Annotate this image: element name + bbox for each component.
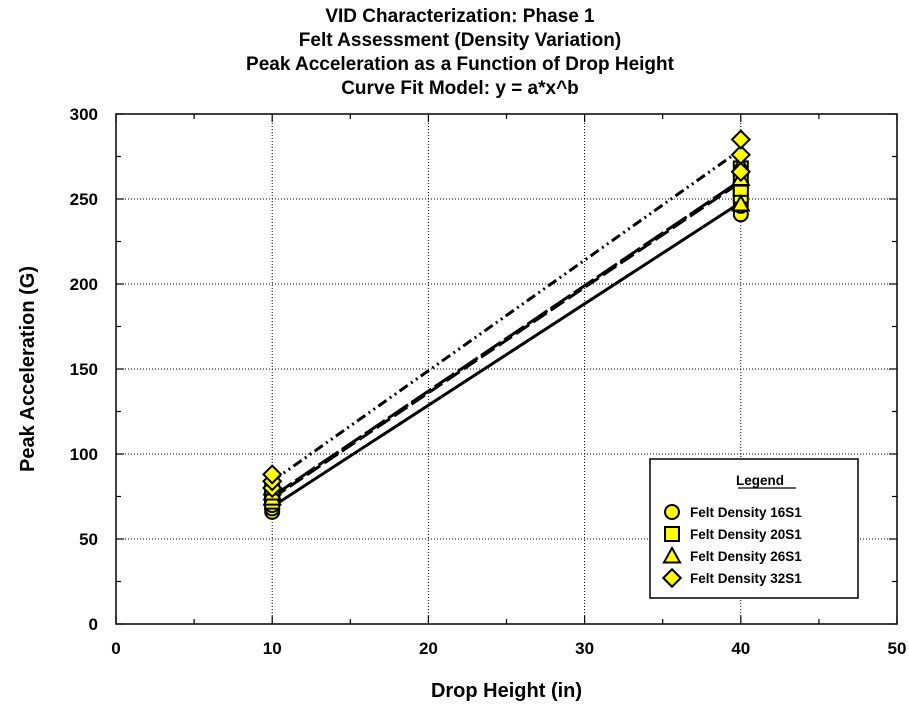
legend-entry-4: Felt Density 32S1 (690, 571, 802, 586)
y-tick-label: 100 (70, 445, 98, 464)
chart-title: VID Characterization: Phase 1 Felt Assess… (246, 6, 675, 99)
legend-entry-2: Felt Density 20S1 (690, 527, 802, 542)
legend-marker-1 (664, 504, 680, 520)
fit-line-3 (271, 179, 742, 498)
title-line-2: Felt Assessment (Density Variation) (299, 30, 621, 51)
x-tick-label: 30 (575, 639, 594, 658)
x-tick-labels: 0 10 20 30 40 50 (111, 639, 906, 658)
y-axis-label: Peak Acceleration (G) (17, 266, 39, 472)
legend-box (649, 458, 859, 599)
data-point-series-4 (730, 144, 751, 165)
fit-lines (271, 148, 742, 508)
x-tick-label: 50 (888, 639, 907, 658)
y-tick-label: 150 (70, 360, 98, 379)
legend-marker-2 (664, 526, 680, 542)
x-tick-label: 40 (731, 639, 750, 658)
fit-line-1 (271, 201, 742, 508)
title-line-1: VID Characterization: Phase 1 (325, 6, 595, 27)
x-tick-label: 10 (263, 639, 282, 658)
fit-line-4 (271, 148, 742, 483)
y-tick-label: 200 (70, 275, 98, 294)
legend-title: Legend (736, 473, 784, 488)
legend-marker-3 (662, 545, 682, 564)
title-line-4: Curve Fit Model: y = a*x^b (341, 78, 579, 99)
data-point-series-3 (731, 193, 751, 212)
y-tick-labels: 0 50 100 150 200 250 300 (70, 105, 98, 634)
x-tick-label: 0 (111, 639, 120, 658)
y-tick-label: 250 (70, 190, 98, 209)
x-tick-label: 20 (419, 639, 438, 658)
legend-entry-3: Felt Density 26S1 (690, 549, 802, 564)
data-point-series-4 (262, 464, 283, 485)
legend: Legend Felt Density 16S1 Felt Density 20S1… (649, 458, 859, 599)
legend-entry-1: Felt Density 16S1 (690, 505, 802, 520)
y-tick-label: 300 (70, 105, 98, 124)
y-tick-label: 0 (89, 615, 98, 634)
legend-marker-4 (661, 567, 683, 589)
data-point-series-4 (730, 129, 751, 150)
data-point-series-4 (730, 161, 751, 182)
title-line-3: Peak Acceleration as a Function of Drop … (246, 54, 675, 75)
x-axis-label: Drop Height (in) (431, 680, 582, 702)
axis-ticks (115, 113, 898, 625)
data-markers (262, 129, 751, 520)
y-tick-label: 50 (79, 530, 98, 549)
